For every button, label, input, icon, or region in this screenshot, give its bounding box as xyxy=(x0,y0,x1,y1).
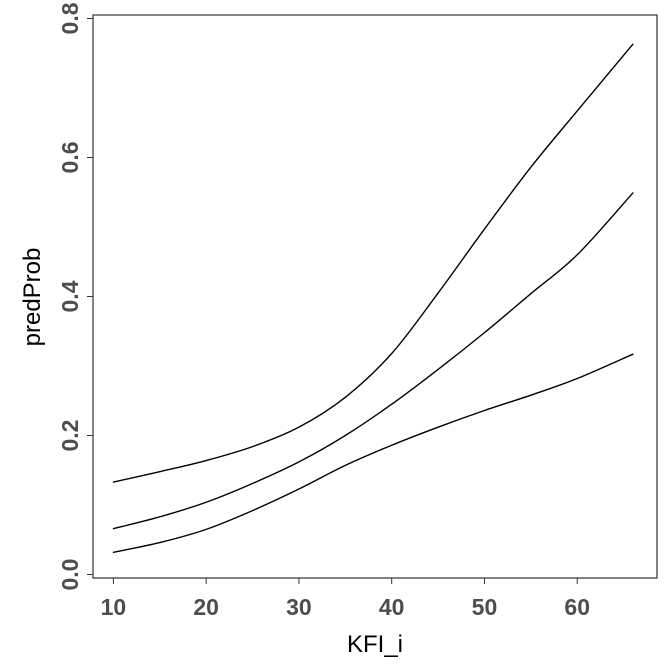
y-tick-label: 0.4 xyxy=(57,280,83,312)
series-layer xyxy=(112,43,634,553)
x-tick-label: 60 xyxy=(564,594,590,620)
x-tick-label: 30 xyxy=(286,594,312,620)
x-tick-label: 20 xyxy=(193,594,219,620)
y-tick-label: 0.2 xyxy=(57,420,83,452)
x-tick-label: 10 xyxy=(101,594,127,620)
y-tick-label: 0.8 xyxy=(57,2,83,34)
x-tick-label: 40 xyxy=(379,594,405,620)
predicted-line xyxy=(112,192,634,530)
y-axis: 0.0 0.2 0.4 0.6 0.8 xyxy=(57,2,93,591)
x-tick-label: 50 xyxy=(472,594,498,620)
lower-bound-line xyxy=(112,353,634,553)
x-axis-title: KFI_i xyxy=(347,631,403,658)
y-tick-label: 0.0 xyxy=(57,559,83,591)
y-axis-title: predProb xyxy=(19,248,46,347)
upper-bound-line xyxy=(112,43,634,483)
plot-panel-border xyxy=(92,14,658,579)
y-tick-label: 0.6 xyxy=(57,141,83,173)
x-axis: 10 20 30 40 50 60 xyxy=(101,578,590,620)
